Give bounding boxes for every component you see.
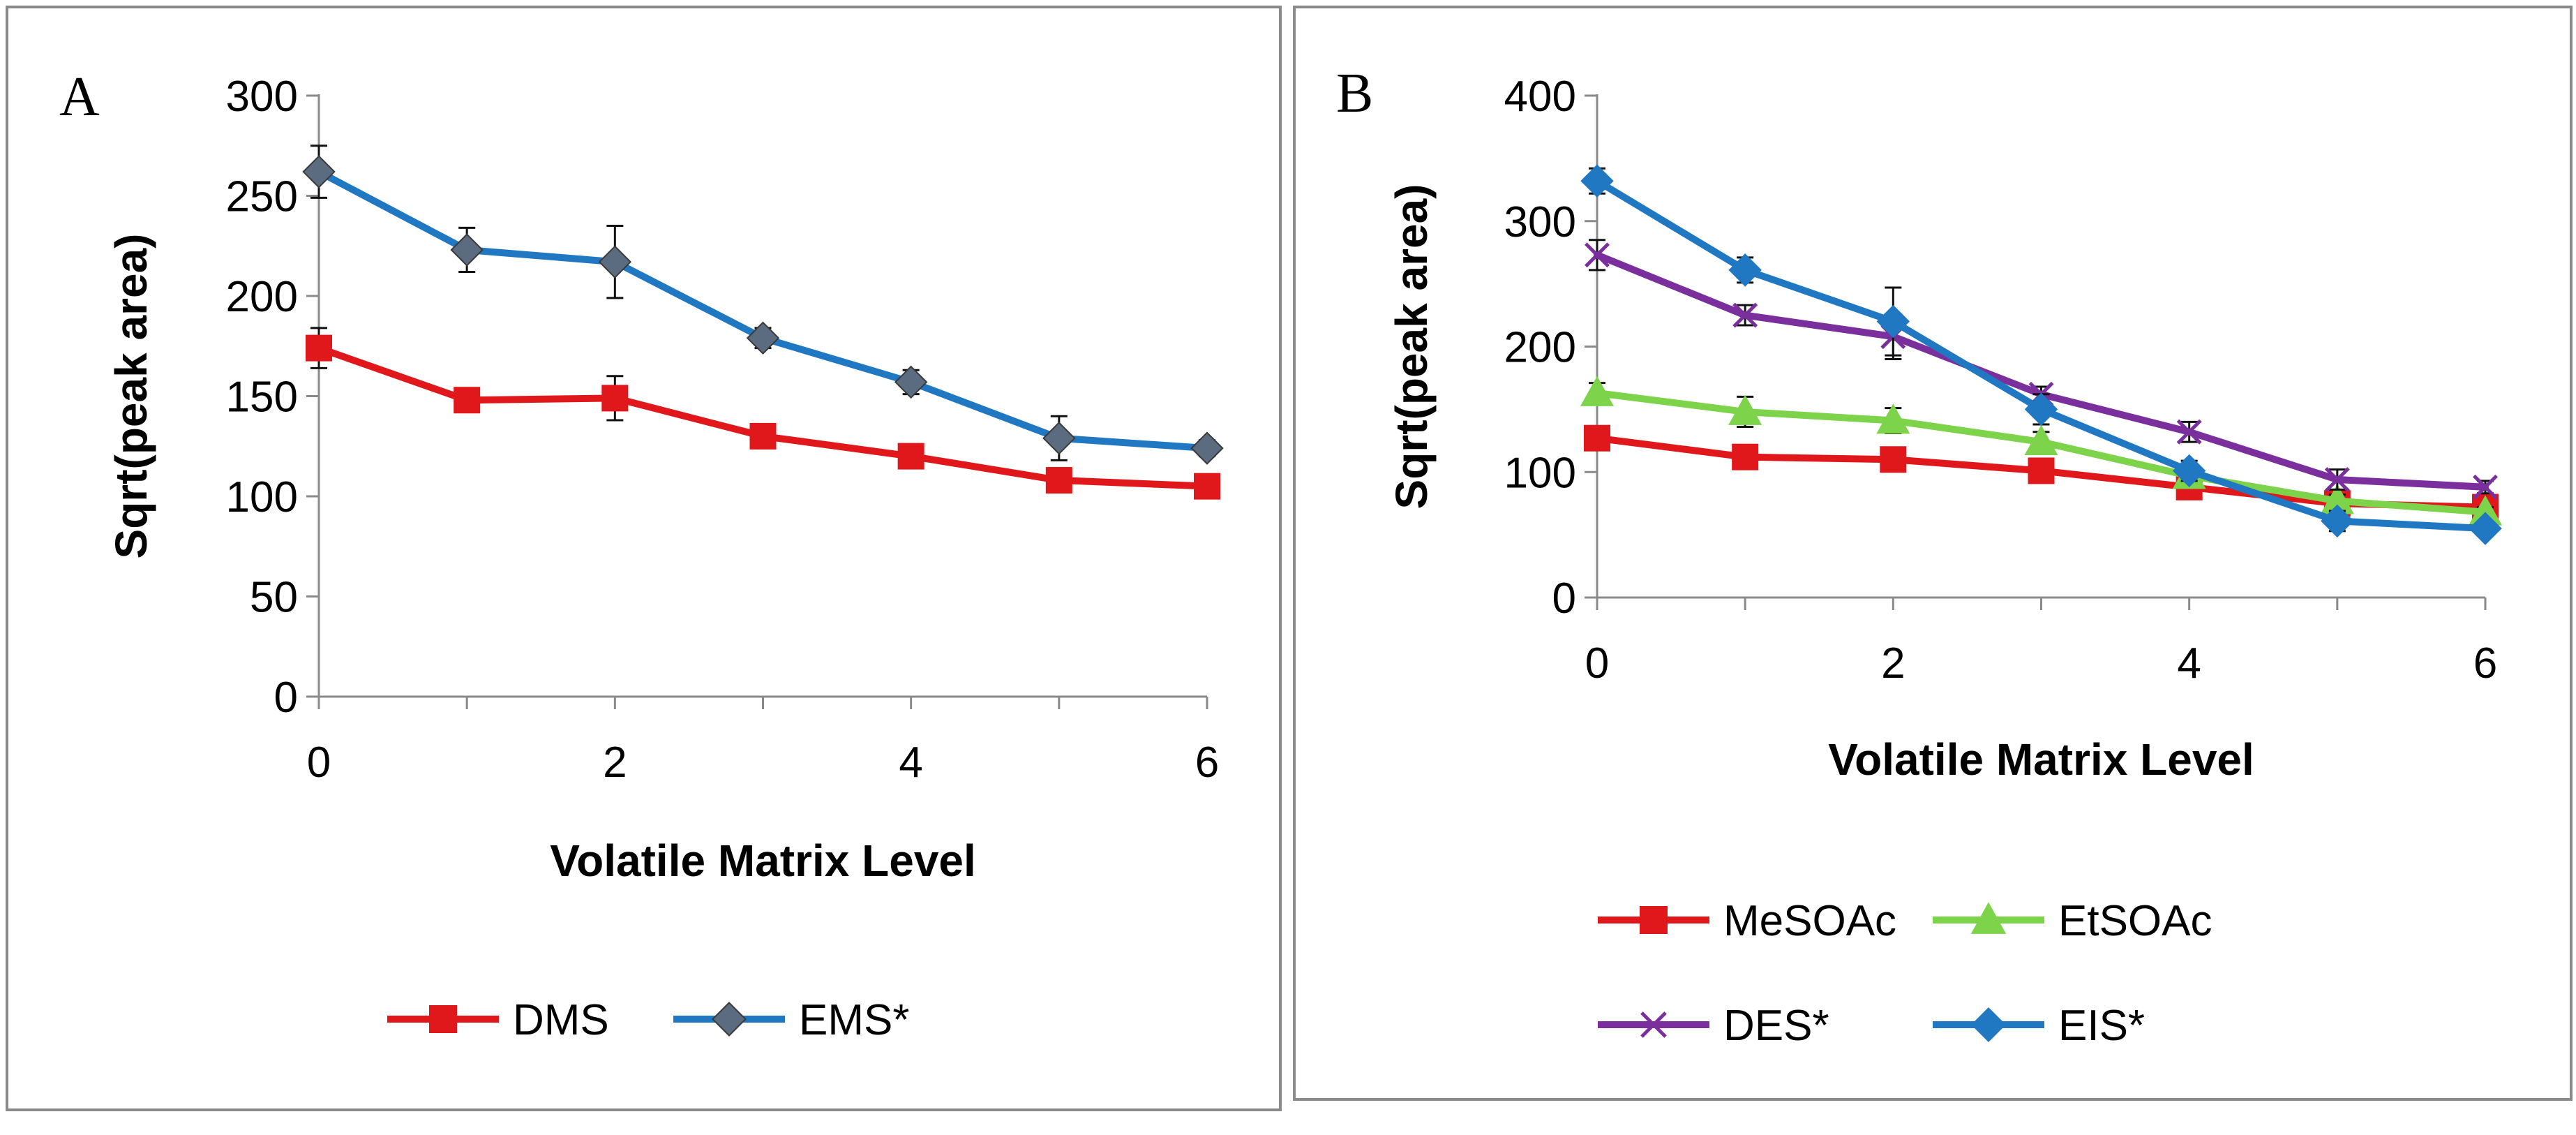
x-axis-title: Volatile Matrix Level — [550, 836, 976, 886]
series-eis — [1580, 164, 2502, 545]
data-point — [1728, 394, 1762, 425]
x-axis-title: Volatile Matrix Level — [1828, 734, 2254, 785]
y-tick-label: 300 — [226, 73, 298, 121]
legend: DMS EMS* — [387, 996, 909, 1044]
data-point — [306, 334, 332, 362]
data-point — [1728, 253, 1762, 287]
x-tick-label: 0 — [1585, 639, 1609, 688]
chart-b-svg: B 0 100 200 300 400 0 2 4 6 Volatile Matrix Level S… — [1293, 6, 2573, 1101]
x-tick-label: 4 — [2177, 639, 2201, 688]
y-tick-label: 400 — [1504, 73, 1576, 121]
chart-a-svg: A 0 50 100 150 200 250 300 0 2 4 6 Volatile Matrix L… — [6, 6, 1282, 1111]
series-line — [315, 344, 1211, 490]
data-point — [897, 443, 924, 470]
legend-swatch-marker — [1971, 1007, 2006, 1042]
y-tick-label: 100 — [1504, 449, 1576, 497]
y-tick-label: 300 — [1504, 198, 1576, 246]
legend-swatch-marker — [1970, 902, 2007, 934]
legend-label: DMS — [513, 996, 609, 1044]
legend-label: DES* — [1723, 1002, 1829, 1050]
legend-label: EMS* — [799, 996, 909, 1044]
series-dms — [306, 327, 1220, 500]
y-tick-label: 150 — [226, 373, 298, 422]
series-ems — [302, 144, 1224, 465]
x-tick-label: 0 — [307, 739, 331, 787]
legend-swatch-marker — [1640, 906, 1668, 934]
data-point — [1042, 422, 1076, 455]
data-point — [601, 385, 629, 412]
legend-swatch-marker — [712, 1002, 747, 1037]
data-point — [1584, 424, 1610, 452]
legend-item: MeSOAc — [1598, 897, 1896, 945]
panel-frame — [1293, 6, 2573, 1101]
data-point — [1880, 446, 1907, 473]
legend-label: EtSOAc — [2058, 897, 2212, 945]
panel-frame — [6, 6, 1282, 1111]
data-point — [1876, 403, 1910, 434]
panel-label: B — [1336, 63, 1373, 124]
legend-label: EIS* — [2058, 1002, 2145, 1050]
x-tick-label: 4 — [899, 739, 922, 787]
legend-swatch-marker — [1640, 1011, 1667, 1038]
axes: 0 100 200 300 400 0 2 4 6 — [1504, 73, 2498, 688]
data-point — [749, 422, 777, 450]
y-tick-label: 0 — [1552, 574, 1576, 623]
legend-item: EIS* — [1933, 1002, 2145, 1050]
data-point — [454, 387, 481, 414]
data-point — [2028, 457, 2055, 484]
x-tick-label: 2 — [603, 739, 627, 787]
series-line — [315, 168, 1211, 452]
data-point — [894, 365, 928, 399]
y-tick-label: 50 — [250, 574, 298, 622]
data-point — [1580, 376, 1615, 406]
y-axis-title: Sqrt(peak area) — [1386, 184, 1437, 510]
legend: MeSOAc EtSOAc DES* EIS* — [1598, 897, 2212, 1050]
data-point — [746, 321, 780, 355]
legend-item: EMS* — [673, 996, 909, 1044]
axes: 0 50 100 150 200 250 300 0 2 4 6 — [226, 73, 1220, 787]
data-point — [1585, 242, 1610, 268]
x-tick-label: 2 — [1881, 639, 1905, 688]
data-point — [1732, 443, 1759, 470]
data-point — [2321, 504, 2354, 538]
data-point — [2024, 392, 2058, 426]
legend-item: DES* — [1598, 1002, 1829, 1050]
panel-label: A — [59, 66, 100, 128]
data-point — [302, 155, 336, 188]
data-point — [1194, 473, 1220, 500]
data-point — [2324, 467, 2350, 493]
legend-item: DMS — [387, 996, 609, 1044]
x-tick-label: 6 — [1195, 739, 1219, 787]
y-tick-label: 100 — [226, 473, 298, 521]
data-point — [1876, 304, 1910, 339]
chart-panel-a: A 0 50 100 150 200 250 300 0 2 4 6 Volatile Matrix L… — [0, 0, 1287, 1132]
data-point — [2469, 512, 2502, 545]
y-tick-label: 0 — [274, 674, 298, 722]
y-tick-label: 200 — [1504, 324, 1576, 372]
data-point — [1045, 467, 1072, 494]
data-point — [1580, 164, 1614, 198]
legend-label: MeSOAc — [1723, 897, 1896, 945]
data-point — [2473, 474, 2498, 500]
y-tick-label: 200 — [226, 273, 298, 321]
chart-panel-b: B 0 100 200 300 400 0 2 4 6 Volatile Matrix Level S… — [1291, 0, 2576, 1132]
data-point — [1190, 431, 1224, 465]
data-point — [2176, 419, 2202, 445]
y-axis-title: Sqrt(peak area) — [106, 234, 156, 559]
data-point — [1732, 302, 1758, 328]
data-point — [598, 245, 632, 279]
data-point — [450, 233, 484, 267]
legend-item: EtSOAc — [1933, 897, 2212, 945]
data-point — [2024, 424, 2058, 455]
data-point — [2172, 454, 2206, 488]
legend-swatch-marker — [429, 1005, 457, 1033]
y-tick-label: 250 — [226, 173, 298, 221]
x-tick-label: 6 — [2473, 639, 2497, 688]
